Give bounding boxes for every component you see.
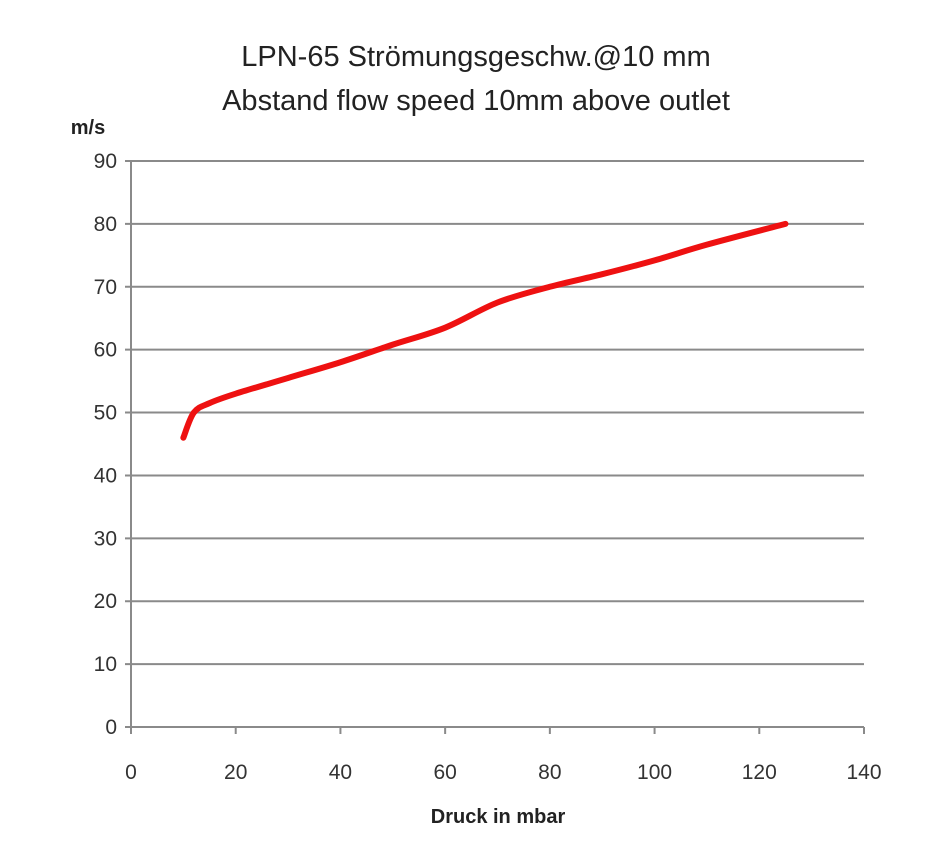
chart-title-line-1: LPN-65 Strömungsgeschw.@10 mm [241, 41, 710, 73]
y-tick-label: 80 [94, 213, 117, 236]
y-tick-label: 40 [94, 464, 117, 487]
chart-title-line-2: Abstand flow speed 10mm above outlet [222, 85, 730, 117]
y-tick-label: 10 [94, 653, 117, 676]
y-tick-label: 50 [94, 402, 117, 425]
x-tick-label: 100 [637, 761, 672, 784]
x-tick-label: 60 [433, 761, 456, 784]
y-tick-label: 0 [105, 716, 117, 739]
x-tick-label: 0 [125, 761, 137, 784]
y-tick-label: 90 [94, 150, 117, 173]
x-tick-label: 20 [224, 761, 247, 784]
x-tick-label: 140 [846, 761, 881, 784]
y-tick-label: 60 [94, 339, 117, 362]
y-axis-label: m/s [71, 117, 105, 139]
y-tick-label: 20 [94, 590, 117, 613]
x-tick-label: 40 [329, 761, 352, 784]
series-line [180, 220, 789, 441]
x-axis-label: Druck in mbar [431, 806, 566, 828]
y-tick-label: 70 [94, 276, 117, 299]
y-tick-label: 30 [94, 527, 117, 550]
x-tick-label: 120 [742, 761, 777, 784]
x-tick-label: 80 [538, 761, 561, 784]
